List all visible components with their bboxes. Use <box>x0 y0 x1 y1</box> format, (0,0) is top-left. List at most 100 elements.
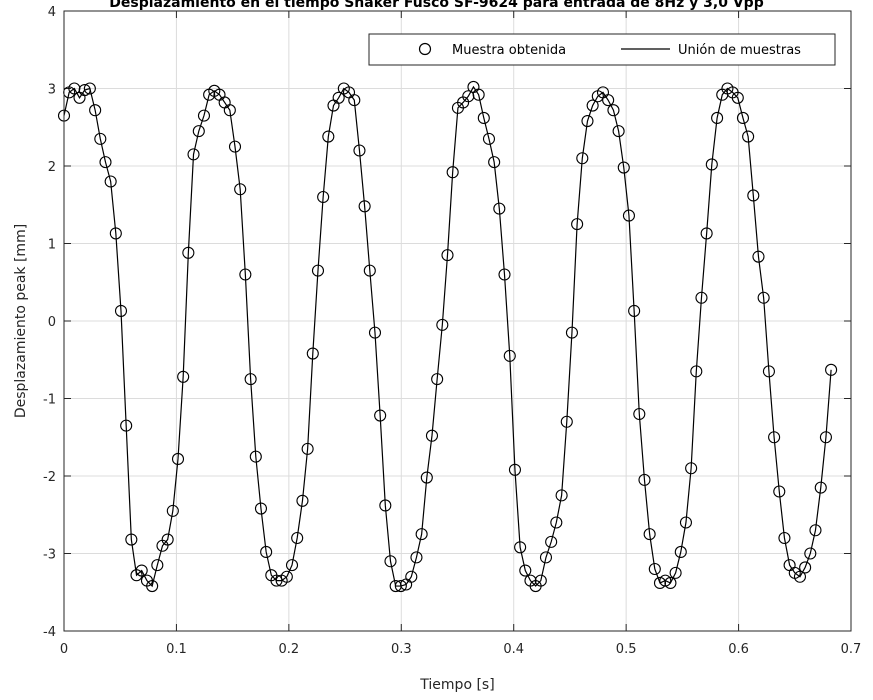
x-axis-title: Tiempo [s] <box>419 677 494 693</box>
data-point <box>773 485 786 498</box>
data-point <box>146 579 159 593</box>
data-point <box>89 104 102 117</box>
data-point <box>223 104 236 117</box>
legend: Muestra obtenida Unión de muestras <box>368 33 836 66</box>
data-point <box>472 88 485 101</box>
data-point <box>420 471 433 484</box>
y-tick-label: -4 <box>43 625 56 640</box>
data-point <box>83 82 96 95</box>
data-point <box>291 531 304 545</box>
data-point <box>778 531 791 545</box>
data-point <box>244 373 257 386</box>
data-point <box>674 545 687 559</box>
data-point <box>477 111 490 124</box>
data-point <box>384 555 397 568</box>
legend-marker-circle <box>418 42 432 56</box>
data-point <box>742 130 755 143</box>
data-point <box>539 551 553 564</box>
data-point <box>446 166 459 179</box>
x-tick-label: 0.1 <box>166 642 187 657</box>
data-point <box>731 91 744 104</box>
data-point <box>560 415 573 428</box>
data-point <box>628 304 641 317</box>
data-point <box>249 450 262 463</box>
data-point <box>151 559 164 572</box>
data-point <box>358 200 371 213</box>
x-tick-label: 0.7 <box>841 642 862 657</box>
data-point <box>161 533 174 546</box>
data-point <box>762 365 775 378</box>
data-point <box>648 562 661 576</box>
data-point <box>78 84 91 97</box>
data-point <box>260 545 273 559</box>
data-point <box>534 574 547 587</box>
data-point <box>192 125 205 138</box>
data-point <box>348 94 361 107</box>
data-point <box>254 502 268 515</box>
plot-frame <box>63 10 852 632</box>
data-point <box>394 579 407 593</box>
y-tick-label: 1 <box>48 238 56 253</box>
data-point <box>104 175 117 188</box>
data-point <box>622 209 636 222</box>
data-point <box>234 183 247 196</box>
data-point <box>685 462 698 475</box>
x-tick-label: 0.5 <box>616 642 637 657</box>
y-tick-label: 3 <box>48 83 56 98</box>
y-tick-labels: -4 -3 -2 -1 0 1 2 3 4 <box>43 5 56 640</box>
data-point <box>177 370 190 383</box>
y-tick-label: -1 <box>43 393 56 408</box>
data-point <box>301 442 314 455</box>
data-point <box>581 115 594 128</box>
x-tick-label: 0.3 <box>391 642 412 657</box>
data-point <box>431 373 444 386</box>
data-point <box>405 570 418 583</box>
data-point <box>612 125 625 138</box>
data-point <box>503 349 516 362</box>
data-point <box>379 499 392 512</box>
data-point <box>519 564 532 577</box>
data-point <box>363 264 376 277</box>
data-point <box>197 109 211 122</box>
data-point <box>757 291 770 304</box>
data-point <box>571 218 584 231</box>
data-point <box>508 463 522 476</box>
data-point <box>602 94 615 107</box>
data-point <box>280 570 293 583</box>
data-point <box>415 528 428 541</box>
data-point <box>353 144 366 157</box>
data-point <box>695 291 708 304</box>
data-point <box>565 326 579 339</box>
data-point <box>638 473 651 486</box>
data-point <box>669 566 682 579</box>
legend-box <box>368 33 836 66</box>
data-point <box>643 528 656 541</box>
data-point <box>311 264 325 277</box>
y-tick-label: 4 <box>48 5 56 20</box>
data-point <box>555 489 568 502</box>
y-tick-label: 0 <box>48 315 56 330</box>
data-point <box>617 161 630 174</box>
data-point <box>690 365 703 378</box>
data-point <box>550 516 563 529</box>
data-point <box>228 140 242 153</box>
data-point <box>120 419 133 432</box>
x-tick-label: 0.2 <box>279 642 300 657</box>
data-point <box>94 132 107 145</box>
y-tick-label: -3 <box>43 548 56 563</box>
chart-title: Desplazamiento en el tiempo Shaker Fusco… <box>109 0 764 11</box>
data-point <box>659 574 672 587</box>
data-point <box>332 91 345 104</box>
data-point <box>545 535 558 548</box>
data-point <box>752 250 765 263</box>
data-point <box>705 158 718 171</box>
data-point <box>633 407 646 421</box>
data-point <box>368 326 382 339</box>
data-point <box>322 130 335 143</box>
y-axis-title: Desplazamiento peak [mm] <box>13 224 29 418</box>
series-line-union-de-muestras <box>63 85 832 588</box>
data-point <box>306 347 319 360</box>
data-point <box>747 189 760 202</box>
data-point <box>498 268 511 281</box>
